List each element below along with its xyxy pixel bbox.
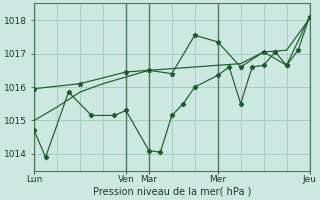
X-axis label: Pression niveau de la mer( hPa ): Pression niveau de la mer( hPa ) (92, 187, 251, 197)
